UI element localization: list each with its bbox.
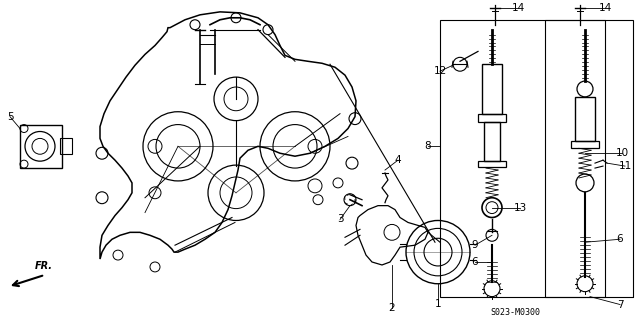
Text: 5: 5 bbox=[6, 112, 13, 122]
Bar bbox=[575, 97, 595, 141]
Text: 2: 2 bbox=[388, 303, 396, 314]
Text: 14: 14 bbox=[511, 3, 525, 13]
Text: 1: 1 bbox=[435, 299, 442, 308]
Text: 6: 6 bbox=[617, 234, 623, 244]
Text: 8: 8 bbox=[425, 141, 431, 151]
Text: 13: 13 bbox=[513, 203, 527, 213]
Bar bbox=[545, 20, 633, 297]
Bar bbox=[571, 141, 599, 148]
Bar bbox=[60, 138, 72, 154]
Text: 12: 12 bbox=[433, 66, 447, 76]
Text: 4: 4 bbox=[395, 155, 401, 165]
Bar bbox=[478, 114, 506, 122]
Text: 11: 11 bbox=[618, 161, 632, 171]
Bar bbox=[440, 20, 605, 297]
Text: 10: 10 bbox=[616, 148, 628, 158]
Text: 14: 14 bbox=[598, 3, 612, 13]
Text: FR.: FR. bbox=[35, 261, 53, 271]
Bar bbox=[484, 122, 500, 161]
Text: 7: 7 bbox=[617, 300, 623, 309]
Bar bbox=[482, 64, 502, 114]
Text: 3: 3 bbox=[337, 214, 343, 225]
Text: S023-M0300: S023-M0300 bbox=[490, 308, 540, 317]
Text: 6: 6 bbox=[472, 257, 478, 267]
Text: 9: 9 bbox=[472, 240, 478, 250]
Bar bbox=[20, 125, 62, 168]
Bar bbox=[478, 161, 506, 167]
